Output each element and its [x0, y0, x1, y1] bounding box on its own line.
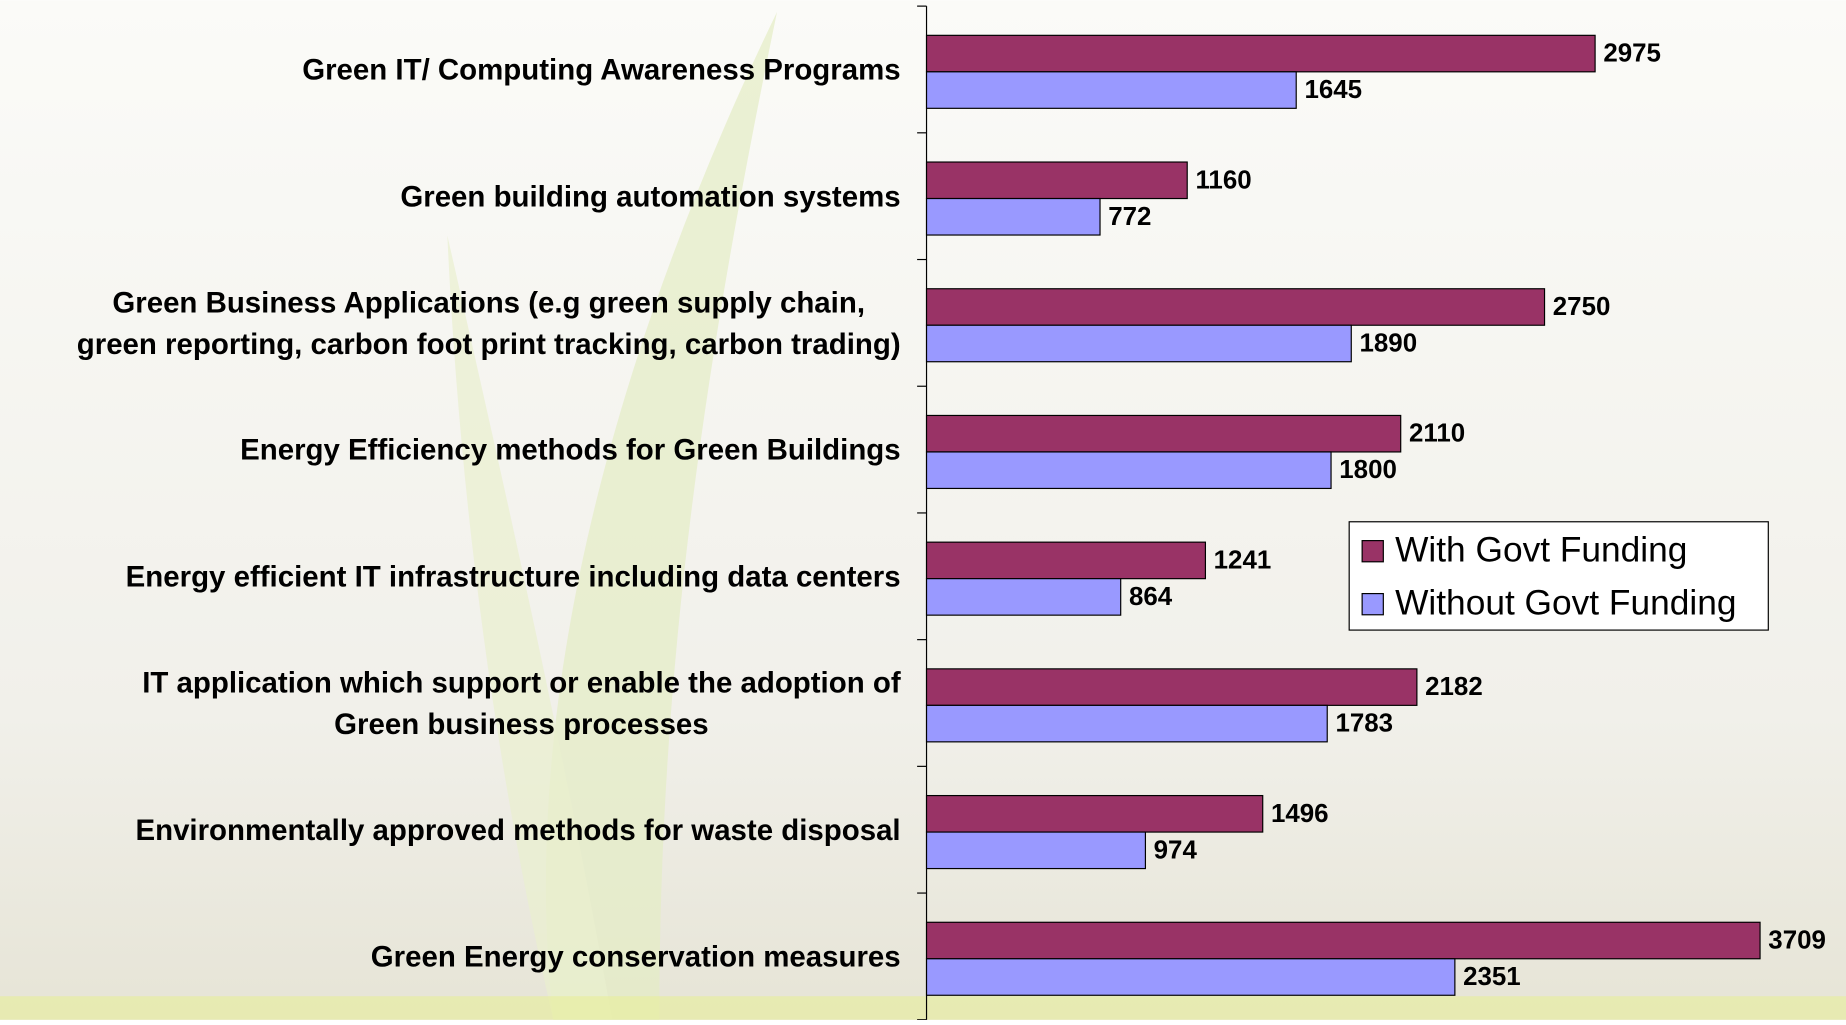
- value-label: 772: [1108, 203, 1151, 231]
- value-label: 2750: [1553, 293, 1611, 321]
- value-label: 1241: [1214, 546, 1272, 574]
- bar: [927, 579, 1121, 615]
- value-label: 2351: [1463, 963, 1521, 991]
- bar: [927, 35, 1596, 71]
- bar: [927, 199, 1100, 235]
- bar: [927, 162, 1188, 198]
- category-label: Environmentally approved methods for was…: [135, 814, 900, 847]
- bar: [927, 832, 1146, 868]
- bar: [927, 959, 1455, 995]
- value-label: 864: [1129, 583, 1173, 611]
- category-label: Energy Efficiency methods for Green Buil…: [240, 434, 900, 467]
- legend-swatch: [1362, 541, 1383, 562]
- value-label: 1496: [1271, 800, 1329, 828]
- bar: [927, 705, 1328, 741]
- value-label: 2110: [1409, 420, 1465, 448]
- chart: Green IT/ Computing Awareness Programs 29…: [0, 0, 1846, 1020]
- value-label: 1645: [1304, 76, 1362, 104]
- bar: [927, 452, 1332, 488]
- category-label: Green Energy conservation measures: [371, 941, 901, 974]
- value-label: 3709: [1768, 927, 1826, 955]
- legend-label: Without Govt Funding: [1395, 584, 1736, 623]
- value-label: 2975: [1603, 40, 1661, 68]
- bar: [927, 669, 1417, 705]
- bar: [927, 796, 1263, 832]
- bar: [927, 415, 1401, 451]
- bar: [927, 72, 1297, 108]
- bar: [927, 289, 1545, 325]
- category-label: Green IT/ Computing Awareness Programs: [302, 54, 900, 87]
- legend-swatch: [1362, 594, 1383, 615]
- legend: With Govt Funding Without Govt Funding: [1349, 522, 1768, 630]
- legend-label: With Govt Funding: [1395, 531, 1687, 570]
- value-label: 1783: [1335, 710, 1393, 738]
- background: [0, 0, 1846, 1020]
- category-label: Energy efficient IT infrastructure inclu…: [126, 560, 901, 593]
- bar: [927, 325, 1352, 361]
- ground-decoration: [0, 996, 1846, 1020]
- category-label: Green building automation systems: [400, 180, 900, 213]
- bar: [927, 542, 1206, 578]
- value-label: 2182: [1425, 673, 1483, 701]
- value-label: 974: [1154, 836, 1198, 864]
- bar: [927, 922, 1761, 958]
- value-label: 1160: [1195, 166, 1251, 194]
- value-label: 1890: [1360, 330, 1418, 358]
- value-label: 1800: [1339, 456, 1397, 484]
